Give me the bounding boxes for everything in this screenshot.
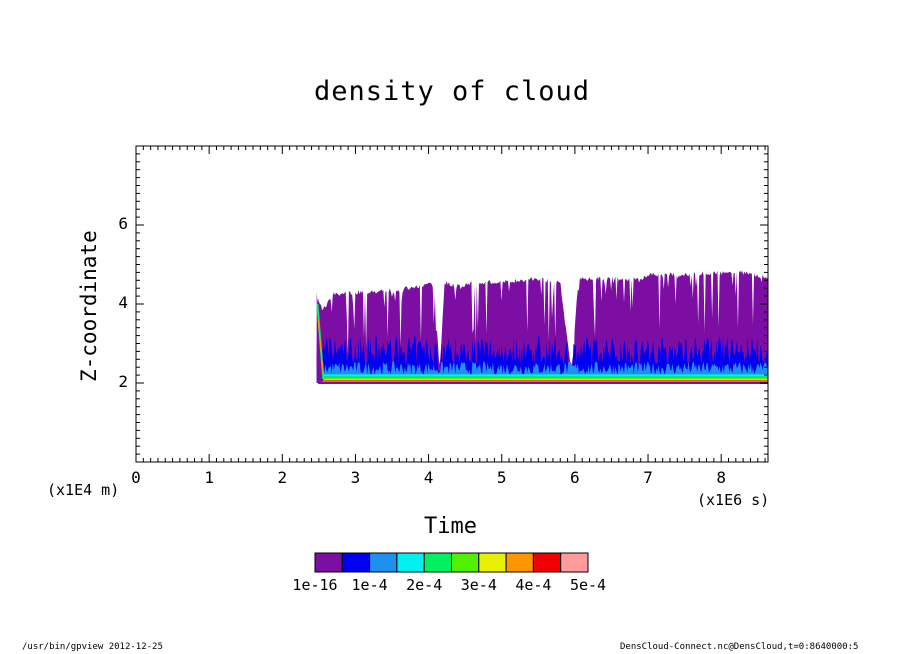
colorbar-swatch (478, 552, 507, 573)
cloud-base-band (322, 379, 768, 381)
y-axis-unit: (x1E4 m) (47, 481, 120, 499)
colorbar (314, 552, 589, 573)
cloud-base-band (322, 381, 768, 383)
colorbar-swatch (505, 552, 534, 573)
colorbar-swatch (369, 552, 398, 573)
x-tick-label: 0 (131, 468, 141, 487)
x-tick-label: 4 (423, 468, 434, 487)
chart-title: density of cloud (313, 76, 591, 107)
colorbar-swatch (423, 552, 453, 573)
colorbar-swatch (532, 552, 562, 573)
y-axis-label: Z-coordinate (77, 230, 101, 382)
x-tick-label: 6 (570, 468, 580, 487)
x-tick-label: 8 (716, 468, 726, 487)
x-tick-label: 1 (204, 468, 214, 487)
colorbar-label: 1e-16 (292, 576, 338, 594)
cloud-base-band (322, 377, 768, 380)
x-tick-label: 5 (496, 468, 507, 487)
cloud-base-band (322, 374, 768, 377)
cloud-base-band (322, 379, 768, 381)
y-tick-label: 4 (118, 293, 128, 312)
x-tick-label: 7 (643, 468, 653, 487)
x-tick-label: 3 (350, 468, 361, 487)
x-tick-label: 2 (277, 468, 288, 487)
colorbar-label: 2e-4 (406, 576, 443, 594)
density-contours (316, 270, 768, 384)
footer-program-date: /usr/bin/gpview 2012-12-25 (22, 642, 163, 652)
cloud-density-level-1 (316, 270, 768, 383)
colorbar-swatch (451, 552, 480, 573)
colorbar-label: 3e-4 (460, 576, 497, 594)
colorbar-swatch (560, 552, 589, 573)
colorbar-frame (314, 552, 589, 573)
footer-dataset: DensCloud-Connect.nc@DensCloud,t=0:86400… (620, 642, 859, 652)
x-axis-label: Time (424, 514, 477, 539)
colorbar-label: 5e-4 (569, 576, 607, 594)
cloud-base-band (322, 376, 768, 378)
spinup-edge-orange (317, 319, 325, 382)
colorbar-swatch (314, 552, 343, 573)
axis-ticks (135, 145, 768, 463)
colorbar-label: 1e-4 (351, 576, 388, 594)
cloud-base-band (322, 380, 768, 382)
colorbar-swatch (341, 552, 371, 573)
colorbar-swatch (396, 552, 425, 573)
colorbar-label: 4e-4 (515, 576, 552, 594)
x-axis-unit: (x1E6 s) (697, 491, 770, 509)
y-tick-label: 6 (118, 214, 128, 233)
y-tick-label: 2 (118, 372, 128, 391)
